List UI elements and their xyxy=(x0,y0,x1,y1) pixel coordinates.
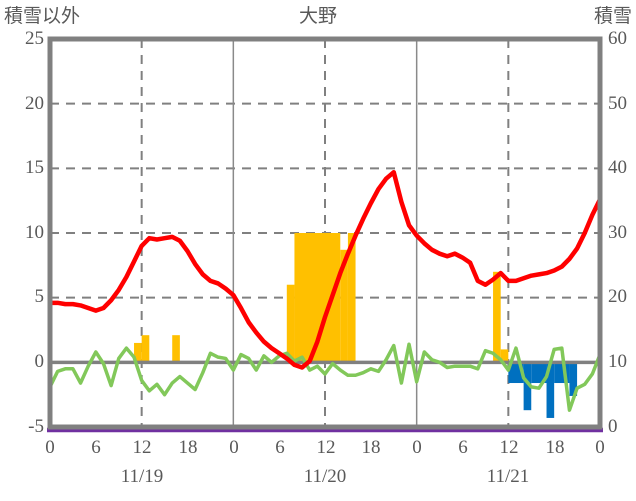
x-tick-10: 12 xyxy=(499,437,519,458)
y-tick-right-2: 40 xyxy=(608,157,627,178)
y-tick-right-5: 10 xyxy=(608,351,627,372)
chart-title: 大野 xyxy=(298,5,337,27)
x-tick-1: 6 xyxy=(91,437,101,458)
x-date-label-1: 11/20 xyxy=(303,466,347,487)
right-axis-title: 積雪 xyxy=(593,5,632,27)
left-axis-title: 積雪以外 xyxy=(4,5,81,27)
temperature-line xyxy=(47,169,603,370)
x-tick-5: 6 xyxy=(275,437,285,458)
y-tick-left-5: 0 xyxy=(34,351,45,372)
y-tick-left-1: 20 xyxy=(25,93,44,114)
y-tick-right-3: 30 xyxy=(608,222,627,243)
x-date-label-0: 11/19 xyxy=(120,466,164,487)
y-tick-right-0: 60 xyxy=(608,28,627,49)
y-tick-left-4: 5 xyxy=(34,286,45,307)
y-tick-left-0: 25 xyxy=(25,28,44,49)
x-tick-8: 0 xyxy=(412,437,422,458)
y-tick-right-6: 0 xyxy=(608,416,618,437)
x-tick-7: 18 xyxy=(361,437,381,458)
x-tick-9: 6 xyxy=(458,437,468,458)
x-tick-3: 18 xyxy=(178,437,198,458)
x-tick-11: 18 xyxy=(545,437,565,458)
x-tick-12: 0 xyxy=(595,437,605,458)
wind-line xyxy=(48,342,602,412)
x-tick-2: 12 xyxy=(132,437,152,458)
x-tick-6: 12 xyxy=(316,437,336,458)
y-tick-left-2: 15 xyxy=(25,157,44,178)
x-tick-0: 0 xyxy=(45,437,55,458)
x-date-label-2: 11/21 xyxy=(486,466,530,487)
x-tick-4: 0 xyxy=(229,437,239,458)
y-tick-left-6: -5 xyxy=(28,416,44,437)
y-tick-right-4: 20 xyxy=(608,286,627,307)
y-tick-left-3: 10 xyxy=(25,222,44,243)
y-tick-right-1: 50 xyxy=(608,93,627,114)
plot-frame xyxy=(47,36,603,430)
